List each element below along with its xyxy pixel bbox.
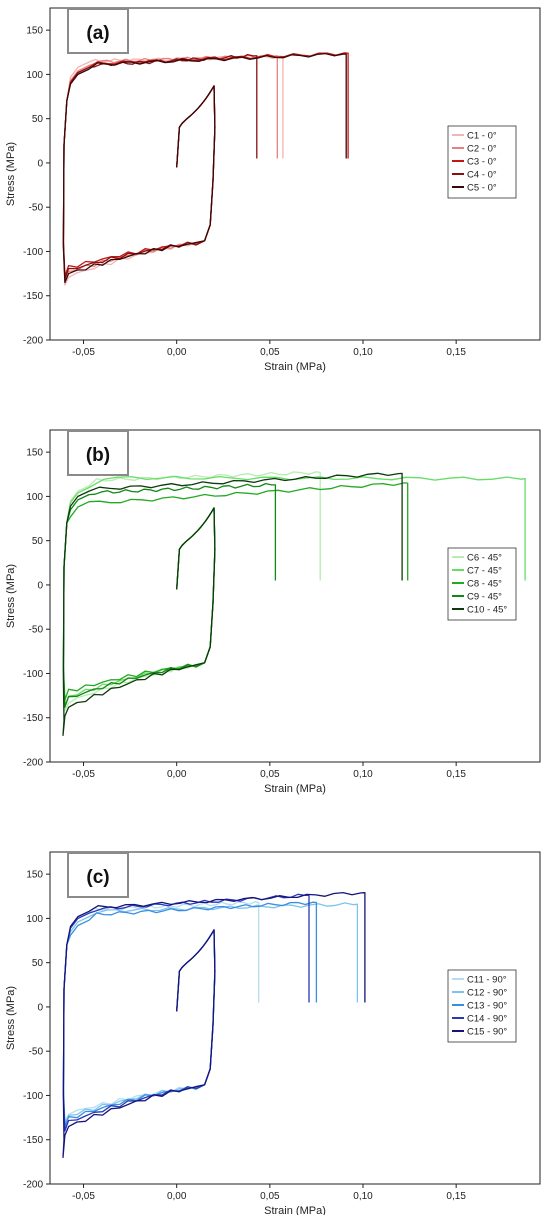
y-axis-label: Stress (MPa): [5, 142, 17, 206]
y-tick-label: -100: [23, 247, 43, 258]
panel-label-box: [67, 430, 129, 476]
x-tick-label: 0,10: [353, 347, 373, 358]
legend-entry: C15 - 90°: [467, 1027, 507, 1038]
x-tick-label: -0,05: [72, 769, 95, 780]
y-tick-label: 50: [32, 536, 44, 547]
legend-entry: C10 - 45°: [467, 605, 507, 616]
x-tick-label: 0,15: [446, 1191, 466, 1202]
plot-frame: [49, 851, 541, 1185]
series-line: [62, 471, 321, 712]
x-tick-label: 0,15: [446, 769, 466, 780]
y-tick-label: 150: [26, 448, 43, 459]
y-tick-label: -150: [23, 1135, 43, 1146]
y-tick-label: -200: [23, 758, 43, 769]
x-tick-label: 0,05: [260, 1191, 280, 1202]
y-tick-label: 100: [26, 914, 43, 925]
y-tick-label: -100: [23, 669, 43, 680]
y-tick-label: -200: [23, 1180, 43, 1191]
legend-entry: C9 - 45°: [467, 592, 502, 603]
series-line: [62, 52, 347, 284]
series-line: [62, 482, 277, 708]
x-tick-label: 0,15: [446, 347, 466, 358]
x-axis-label: Strain (MPa): [264, 783, 326, 795]
series-line: [62, 53, 278, 282]
x-tick-label: 0,00: [167, 347, 187, 358]
y-tick-label: -50: [29, 203, 44, 214]
legend-entry: C3 - 0°: [467, 157, 497, 168]
x-tick-label: -0,05: [72, 1191, 95, 1202]
series-line: [62, 52, 349, 277]
x-axis-label: Strain (MPa): [264, 361, 326, 373]
legend-entry: C11 - 90°: [467, 975, 507, 986]
y-tick-label: 50: [32, 958, 44, 969]
y-tick-label: -150: [23, 291, 43, 302]
y-tick-label: 50: [32, 114, 44, 125]
plot-frame: [49, 429, 541, 763]
legend-entry: C5 - 0°: [467, 183, 497, 194]
y-axis-label: Stress (MPa): [5, 564, 17, 628]
plot-frame: [49, 7, 541, 341]
legend-entry: C4 - 0°: [467, 170, 497, 181]
legend-entry: C8 - 45°: [467, 579, 502, 590]
panel-label-box: [67, 852, 129, 898]
x-tick-label: 0,10: [353, 769, 373, 780]
series-line: [62, 482, 409, 701]
legend-entry: C7 - 45°: [467, 566, 502, 577]
legend-entry: C6 - 45°: [467, 553, 502, 564]
y-tick-label: 0: [37, 158, 43, 169]
chart-panel: -200 -150 -100 -50 0 50 100 150 -0,05 0,00 0,05 0,1…: [5, 851, 541, 1215]
series-line: [62, 472, 403, 737]
panel-label: (a): [86, 23, 109, 44]
y-tick-label: 150: [26, 870, 43, 881]
y-tick-label: -50: [29, 625, 44, 636]
series-line: [62, 893, 310, 1132]
y-axis-label: Stress (MPa): [5, 986, 17, 1050]
series-line: [62, 901, 260, 1123]
legend-entry: C13 - 90°: [467, 1001, 507, 1012]
y-tick-label: 0: [37, 1002, 43, 1013]
panel-label: (c): [86, 867, 109, 888]
chart-panel: -200 -150 -100 -50 0 50 100 150 -0,05 0,00 0,05 0,1…: [5, 7, 541, 373]
panel-label: (b): [86, 445, 110, 466]
x-tick-label: 0,00: [167, 769, 187, 780]
y-tick-label: -100: [23, 1091, 43, 1102]
series-line: [62, 891, 366, 1159]
series-line: [62, 55, 284, 286]
y-tick-label: -50: [29, 1047, 44, 1058]
x-tick-label: 0,05: [260, 769, 280, 780]
x-tick-label: -0,05: [72, 347, 95, 358]
x-axis-label: Strain (MPa): [264, 1205, 326, 1215]
y-tick-label: 150: [26, 26, 43, 37]
legend-entry: C2 - 0°: [467, 144, 497, 155]
legend-entry: C12 - 90°: [467, 988, 507, 999]
y-tick-label: -150: [23, 713, 43, 724]
legend-entry: C14 - 90°: [467, 1014, 507, 1025]
chart-panel: -200 -150 -100 -50 0 50 100 150 -0,05 0,00 0,05 0,1…: [5, 429, 541, 795]
x-tick-label: 0,05: [260, 347, 280, 358]
y-tick-label: 0: [37, 580, 43, 591]
series-line: [62, 901, 318, 1128]
y-tick-label: -200: [23, 336, 43, 347]
legend-entry: C1 - 0°: [467, 131, 497, 142]
x-tick-label: 0,10: [353, 1191, 373, 1202]
x-tick-label: 0,00: [167, 1191, 187, 1202]
y-tick-label: 100: [26, 70, 43, 81]
y-tick-label: 100: [26, 492, 43, 503]
panel-label-box: [67, 8, 129, 54]
series-line: [62, 53, 258, 280]
